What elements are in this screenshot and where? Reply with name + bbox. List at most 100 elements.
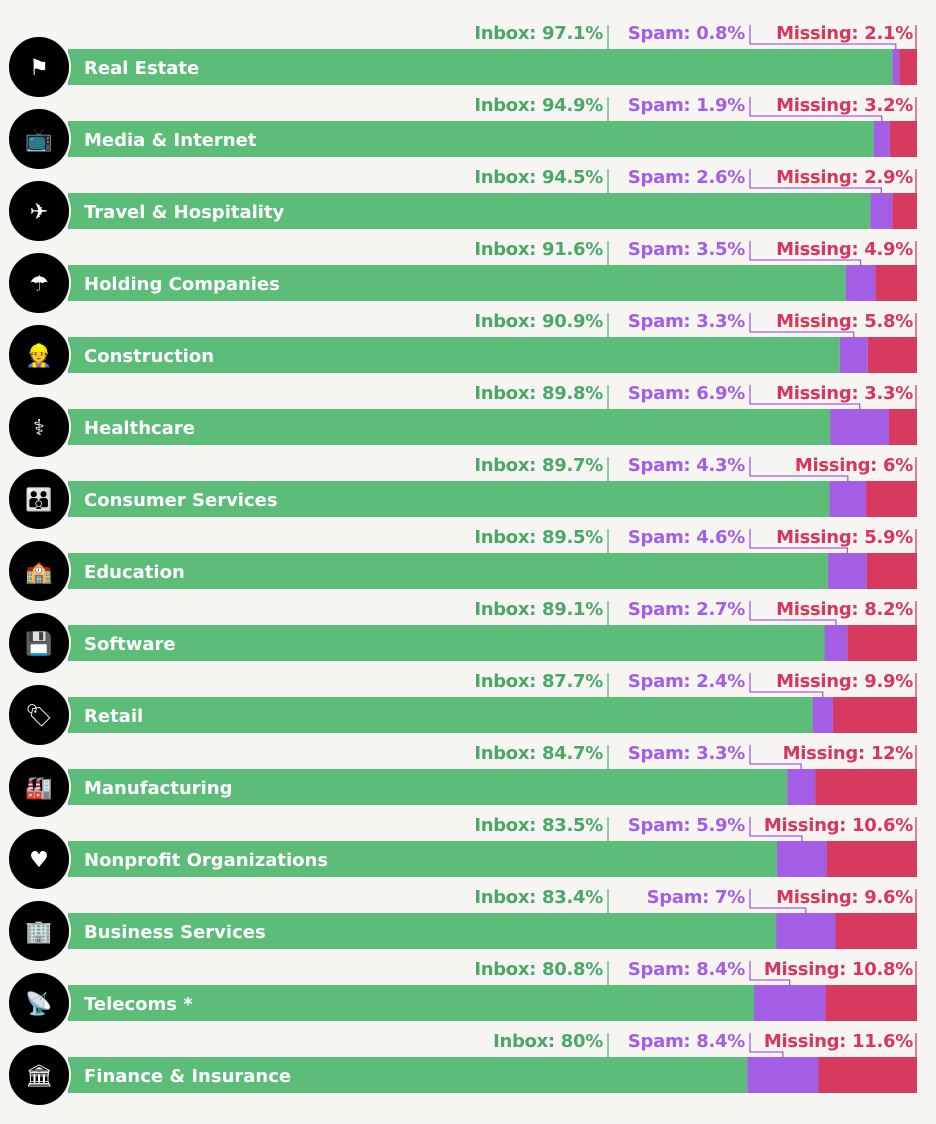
bar-segment-inbox	[68, 193, 871, 229]
ticket-icon: ✈	[30, 200, 48, 225]
bar-row: ⚕ Healthcare Inbox: 89.8% Spam: 6.9% Missing…	[7, 383, 917, 459]
bar-segment-inbox	[68, 49, 893, 85]
floppy-icon: 💾	[25, 631, 52, 657]
bar-row: ☂ Holding Companies Inbox: 91.6% Spam: 3.5%…	[7, 239, 917, 315]
bar-segment-spam	[870, 193, 893, 229]
bar-segment-inbox	[68, 337, 840, 373]
data-label-inbox: Inbox: 90.9%	[474, 311, 603, 332]
leader-line-spam	[749, 889, 807, 913]
umbrella-icon: ☂	[29, 272, 49, 297]
bar-segment-inbox	[68, 769, 788, 805]
bar-segment-inbox	[68, 697, 813, 733]
icon-circle	[7, 683, 71, 747]
data-label-spam: Spam: 5.9%	[628, 815, 745, 836]
leader-line-spam	[749, 1033, 784, 1057]
data-label-spam: Spam: 6.9%	[628, 383, 745, 404]
bar-row: 🏛 Finance & Insurance Inbox: 80% Spam: 8.4%…	[7, 1031, 917, 1107]
bar-segment-inbox	[68, 841, 777, 877]
bar-row: ✈ Travel & Hospitality Inbox: 94.5% Spam: 2…	[7, 167, 917, 243]
bar-segment-spam	[776, 913, 836, 949]
bar-row: 🏫 Education Inbox: 89.5% Spam: 4.6% Missing:…	[7, 527, 917, 603]
bar-segment-missing	[832, 697, 917, 733]
bar-segment-missing	[825, 985, 917, 1021]
bar-segment-spam	[776, 841, 828, 877]
icon-circle	[7, 539, 71, 603]
data-label-inbox: Inbox: 89.5%	[474, 527, 603, 548]
data-label-missing: Missing: 9.9%	[776, 671, 913, 692]
leader-line-spam	[749, 457, 849, 481]
bar-segment-missing	[847, 625, 917, 661]
leader-line-spam	[749, 601, 837, 625]
bar-row: 📺 Media & Internet Inbox: 94.9% Spam: 1.9% M…	[7, 95, 917, 171]
category-label: Nonprofit Organizations	[84, 850, 328, 871]
data-label-spam: Spam: 2.6%	[628, 167, 745, 188]
data-label-missing: Missing: 4.9%	[776, 239, 913, 260]
category-label: Healthcare	[84, 418, 195, 439]
bar-segment-spam	[830, 409, 889, 445]
leader-line-spam	[749, 169, 882, 193]
icon-circle	[7, 827, 71, 891]
bar-segment-inbox	[68, 121, 874, 157]
data-label-missing: Missing: 6%	[795, 455, 913, 476]
category-label: Manufacturing	[84, 778, 233, 799]
data-label-missing: Missing: 10.8%	[764, 959, 913, 980]
data-label-missing: Missing: 5.8%	[776, 311, 913, 332]
category-label: Real Estate	[84, 58, 199, 79]
category-label: Software	[84, 634, 176, 655]
data-label-spam: Spam: 3.3%	[628, 743, 745, 764]
bar-segment-spam	[787, 769, 816, 805]
bar-row: 📡 Telecoms * Inbox: 80.8% Spam: 8.4% Missing…	[7, 959, 917, 1035]
bar-segment-missing	[892, 193, 917, 229]
leader-line-spam	[749, 25, 897, 49]
bar-segment-inbox	[68, 985, 754, 1021]
bar-row: 🏷 Retail Inbox: 87.7% Spam: 2.4% Missing: 9.…	[7, 671, 917, 747]
data-label-missing: Missing: 5.9%	[776, 527, 913, 548]
data-label-inbox: Inbox: 87.7%	[474, 671, 603, 692]
bar-segment-spam	[753, 985, 826, 1021]
data-label-inbox: Inbox: 94.9%	[474, 95, 603, 116]
data-label-spam: Spam: 4.3%	[628, 455, 745, 476]
icon-circle	[7, 1043, 71, 1107]
bar-segment-missing	[818, 1057, 917, 1093]
leader-line-spam	[749, 385, 861, 409]
bar-segment-missing	[866, 553, 917, 589]
bar-segment-spam	[824, 625, 848, 661]
data-label-inbox: Inbox: 91.6%	[474, 239, 603, 260]
icon-circle	[7, 755, 71, 819]
people-icon: 👪	[25, 487, 52, 513]
icon-circle	[7, 323, 71, 387]
data-label-inbox: Inbox: 80%	[493, 1031, 603, 1052]
category-label: Retail	[84, 706, 143, 727]
data-label-spam: Spam: 0.8%	[628, 23, 745, 44]
category-label: Construction	[84, 346, 214, 367]
data-label-inbox: Inbox: 89.8%	[474, 383, 603, 404]
data-label-inbox: Inbox: 94.5%	[474, 167, 603, 188]
data-label-inbox: Inbox: 89.1%	[474, 599, 603, 620]
bar-segment-spam	[747, 1057, 819, 1093]
data-label-inbox: Inbox: 97.1%	[474, 23, 603, 44]
bar-segment-spam	[845, 265, 876, 301]
sign-icon: ⚑	[29, 56, 49, 81]
data-label-spam: Spam: 2.7%	[628, 599, 745, 620]
icon-circle	[7, 179, 71, 243]
bar-segment-spam	[829, 481, 867, 517]
category-label: Travel & Hospitality	[84, 202, 285, 223]
category-label: Consumer Services	[84, 490, 278, 511]
bar-segment-missing	[866, 481, 917, 517]
antenna-icon: 📡	[25, 989, 52, 1017]
data-label-spam: Spam: 2.4%	[628, 671, 745, 692]
data-label-missing: Missing: 10.6%	[764, 815, 913, 836]
icon-circle	[7, 251, 71, 315]
bar-row: 🏭 Manufacturing Inbox: 84.7% Spam: 3.3% Miss…	[7, 743, 917, 819]
bar-segment-spam	[892, 49, 900, 85]
bar-row: 💾 Software Inbox: 89.1% Spam: 2.7% Missing: …	[7, 599, 917, 675]
data-label-missing: Missing: 3.2%	[776, 95, 913, 116]
bar-segment-inbox	[68, 553, 828, 589]
leader-line-spam	[749, 529, 849, 553]
bar-segment-missing	[889, 121, 917, 157]
icon-circle	[7, 899, 71, 963]
bar-segment-inbox	[68, 265, 846, 301]
category-label: Media & Internet	[84, 130, 257, 151]
leader-line-spam	[749, 97, 883, 121]
